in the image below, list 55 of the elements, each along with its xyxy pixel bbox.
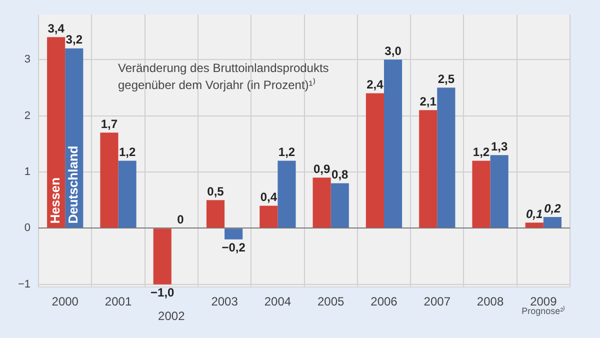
data-label: 0,5: [207, 184, 224, 198]
bar: [224, 228, 243, 240]
data-label: 1,2: [472, 145, 490, 160]
data-label: 0,9: [313, 162, 330, 176]
x-tick-label: 2006: [370, 294, 398, 309]
y-tick-label: 0: [24, 222, 31, 234]
data-label: 3,2: [66, 32, 83, 47]
data-label: −1,0: [150, 286, 175, 300]
bar: [206, 200, 225, 228]
series-label: Hessen: [48, 177, 63, 224]
data-label: 2,4: [366, 78, 384, 92]
y-tick-label: 3: [24, 54, 31, 66]
data-label: 2,5: [438, 72, 455, 86]
bar: [260, 206, 278, 228]
x-tick-label: 2003: [211, 294, 238, 309]
data-label: 0,1: [526, 206, 544, 221]
data-label: 0,2: [544, 201, 562, 216]
data-label: −0,2: [222, 240, 246, 255]
data-label: 1,2: [278, 145, 296, 160]
bar: [47, 37, 66, 228]
series-label: Deutschland: [66, 146, 81, 224]
bar: [384, 60, 402, 228]
y-tick-label: 1: [24, 166, 31, 178]
x-tick-label: 2004: [264, 294, 292, 309]
data-label: 3,0: [384, 44, 402, 58]
x-tick-label: 2008: [476, 294, 504, 309]
bar: [153, 228, 172, 284]
data-label: 1,7: [100, 116, 118, 131]
bar: [330, 183, 349, 228]
bar: [543, 216, 562, 228]
data-label: 3,4: [48, 21, 65, 36]
data-label: 0,4: [260, 190, 278, 204]
bar: [278, 160, 296, 228]
bar: [437, 88, 456, 228]
data-label: 1,2: [118, 145, 136, 160]
bar: [100, 132, 118, 228]
x-tick-label: 2001: [104, 294, 132, 309]
bar: [118, 160, 136, 228]
x-tick-label: 2007: [424, 294, 451, 309]
data-label: 0,8: [332, 168, 349, 182]
x-tick-label: 2002: [158, 309, 186, 324]
text: Veränderung des Bruttoinlandsprodukts gegenüber dem Vorjahr (in Prozent)¹⁾: [118, 60, 330, 94]
bar: [312, 178, 331, 228]
bar: [490, 155, 508, 228]
y-tick-label: 2: [24, 110, 31, 122]
x-tick-label: 2005: [317, 294, 345, 309]
y-tick-label: −1: [18, 278, 31, 290]
data-label: 2,1: [420, 94, 437, 108]
data-label: 0: [177, 212, 184, 226]
bar: [419, 110, 438, 228]
x-tick-label: 2000: [52, 294, 79, 309]
bar: [525, 222, 544, 228]
data-label: 1,3: [490, 139, 508, 154]
bar: [366, 93, 384, 228]
bar: [472, 160, 490, 228]
